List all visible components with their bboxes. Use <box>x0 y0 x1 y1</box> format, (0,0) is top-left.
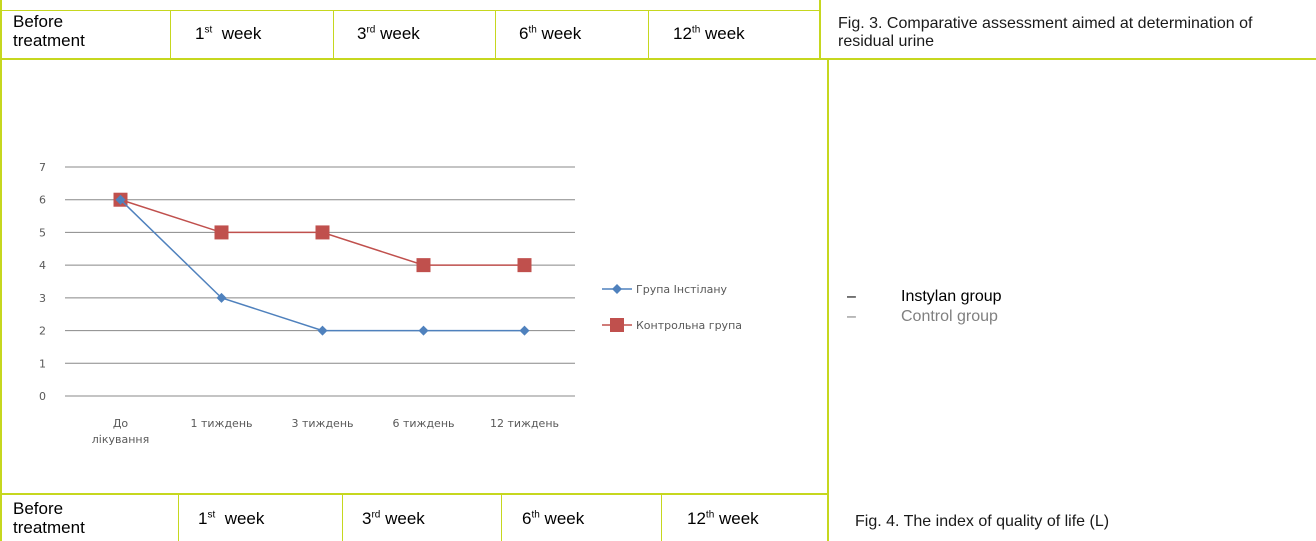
x-tick-label: До <box>113 417 129 430</box>
bottom-row-top-rule <box>0 493 828 495</box>
top-col-divider-3 <box>495 10 496 60</box>
data-point <box>315 225 330 240</box>
bottom-cell-week-12: 12th week <box>687 509 759 528</box>
bottom-col-divider-1 <box>178 494 179 541</box>
y-tick-label: 3 <box>39 292 46 305</box>
data-point <box>317 325 328 336</box>
legend-marker <box>610 318 624 332</box>
quality-of-life-chart: 0 1 2 3 4 5 6 7 До лікування 1 тиждень 3 тиждень 6 … <box>39 161 742 446</box>
bottom-cell-week-3: 3rd week <box>362 509 425 528</box>
legend-translation-label: Control group <box>901 308 998 325</box>
top-row-bottom-rule <box>0 58 1316 60</box>
y-tick-label: 1 <box>39 357 46 370</box>
center-divider-top <box>819 0 821 60</box>
data-point <box>418 325 429 336</box>
data-point <box>115 194 126 205</box>
top-cell-week-6: 6th week <box>519 24 582 43</box>
y-tick-label: 0 <box>39 390 46 403</box>
y-tick-label: 4 <box>39 259 46 272</box>
data-point <box>216 292 227 303</box>
figure-3-caption: Fig. 3. Comparative assessment aimed at … <box>838 15 1253 50</box>
bottom-col-divider-2 <box>342 494 343 541</box>
bottom-cell-before-treatment: Before treatment <box>13 499 85 537</box>
x-tick-label: 3 тиждень <box>291 417 353 430</box>
data-point <box>517 258 532 273</box>
x-tick-label: 6 тиждень <box>392 417 454 430</box>
legend-translation-label: Instylan group <box>901 288 1002 305</box>
legend-label: Контрольна група <box>636 319 742 332</box>
top-row-top-rule <box>0 10 820 11</box>
data-point <box>519 325 530 336</box>
y-tick-label: 5 <box>39 226 46 239</box>
data-point <box>214 225 229 240</box>
y-tick-label: 7 <box>39 161 46 174</box>
bottom-cell-week-1: 1st week <box>198 509 265 528</box>
top-cell-week-1: 1st week <box>195 24 262 43</box>
left-border <box>0 0 2 541</box>
legend-translation-instylan: – Instylan group <box>847 288 1002 305</box>
bottom-col-divider-3 <box>501 494 502 541</box>
top-col-divider-2 <box>333 10 334 60</box>
center-divider-bottom <box>827 60 829 541</box>
y-tick-label: 6 <box>39 194 46 207</box>
legend-marker <box>612 284 622 294</box>
top-cell-before-treatment: Before treatment <box>13 12 85 50</box>
y-tick-label: 2 <box>39 325 46 338</box>
figure-4-caption: Fig. 4. The index of quality of life (L) <box>855 513 1110 530</box>
legend-label: Група Інстілану <box>636 283 728 296</box>
x-tick-label: лікування <box>92 433 149 446</box>
bottom-col-divider-4 <box>661 494 662 541</box>
top-cell-week-3: 3rd week <box>357 24 420 43</box>
legend-translation-control: – Control group <box>847 308 998 325</box>
top-cell-week-12: 12th week <box>673 24 745 43</box>
bottom-cell-week-6: 6th week <box>522 509 585 528</box>
top-col-divider-1 <box>170 10 171 60</box>
data-point <box>416 258 431 273</box>
x-tick-label: 1 тиждень <box>190 417 252 430</box>
x-tick-label: 12 тиждень <box>490 417 559 430</box>
top-col-divider-4 <box>648 10 649 60</box>
